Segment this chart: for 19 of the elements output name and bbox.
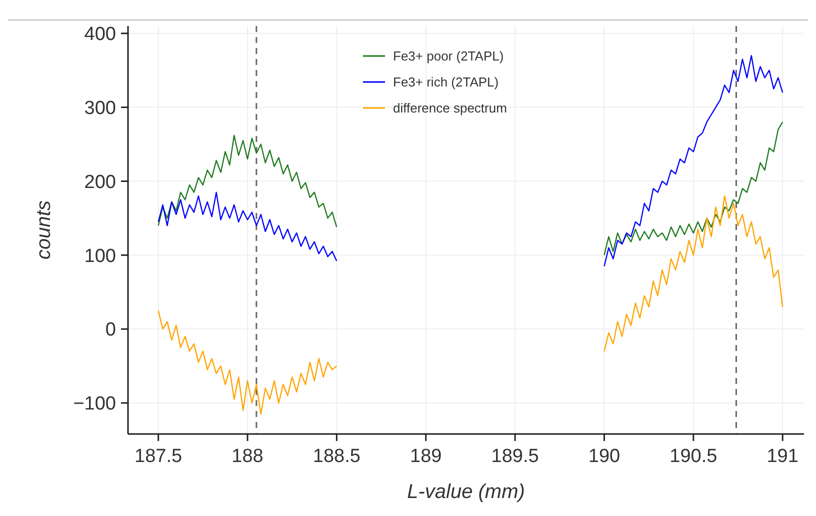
y-tick-label: 0	[105, 320, 116, 341]
x-tick-label: 191	[766, 446, 798, 467]
legend-label: Fe3+ poor (2TAPL)	[393, 48, 504, 64]
y-tick-label: 300	[84, 98, 116, 119]
y-tick-label: 200	[84, 172, 116, 193]
legend-label: difference spectrum	[393, 100, 507, 116]
y-axis-title: counts	[33, 200, 55, 260]
x-axis-title: L-value (mm)	[407, 481, 525, 503]
y-tick-label: −100	[73, 394, 116, 415]
x-tick-label: 188.5	[312, 446, 360, 467]
x-tick-label: 189	[410, 446, 442, 467]
legend-label: Fe3+ rich (2TAPL)	[393, 74, 499, 90]
x-tick-label: 188	[232, 446, 264, 467]
x-tick-label: 190	[588, 446, 620, 467]
y-tick-label: 100	[84, 246, 116, 267]
x-tick-label: 190.5	[670, 446, 718, 467]
y-tick-label: 400	[84, 24, 116, 46]
x-tick-label: 189.5	[491, 446, 539, 467]
x-tick-label: 187.5	[134, 446, 182, 467]
